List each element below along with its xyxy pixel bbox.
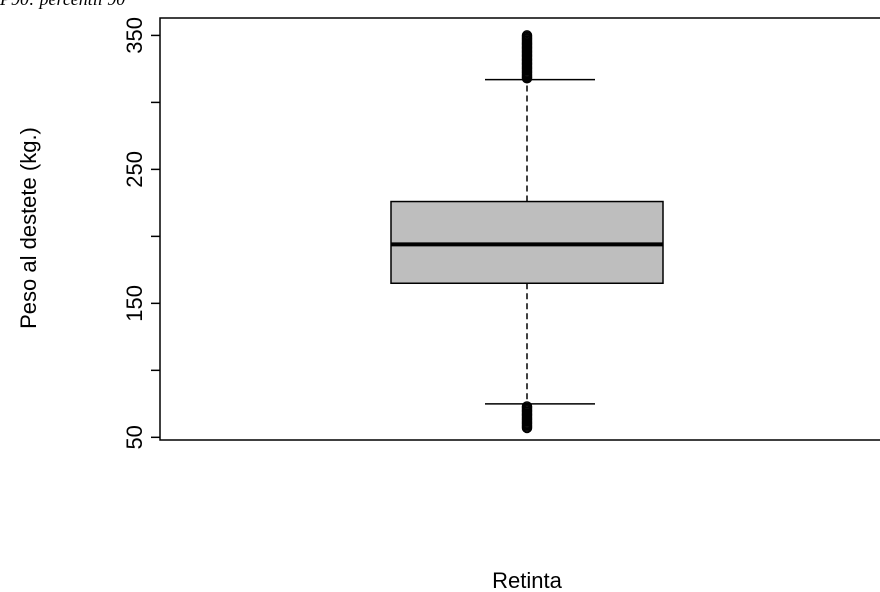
box: [390, 200, 664, 285]
outlier: [521, 30, 533, 41]
y-tick-label: 350: [122, 17, 147, 54]
y-axis-label: Peso al destete (kg.): [16, 127, 41, 329]
y-tick-label: 150: [122, 285, 147, 322]
x-axis-label: Retinta: [492, 568, 562, 592]
outlier: [521, 401, 533, 412]
plot-frame: [159, 17, 880, 441]
annotation: P90: percentil 90: [0, 0, 125, 9]
y-tick-label: 50: [122, 425, 147, 449]
y-tick-label: 250: [122, 151, 147, 188]
